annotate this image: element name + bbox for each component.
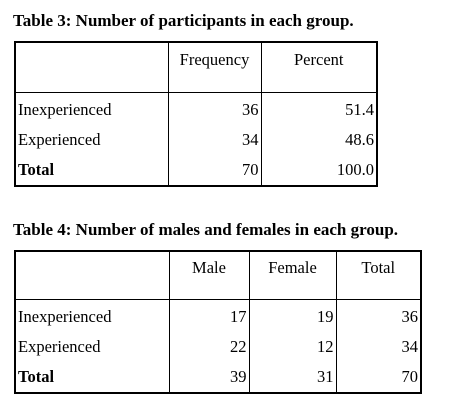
table-row-total: Total 39 31 70 bbox=[14, 362, 422, 394]
percent-cell: 48.6 bbox=[260, 125, 378, 155]
table-row-total: Total 70 100.0 bbox=[14, 155, 378, 187]
header-cell-male: Male bbox=[168, 250, 249, 300]
header-cell-empty bbox=[14, 41, 168, 93]
row-label-total: Total bbox=[14, 155, 168, 187]
row-label: Experienced bbox=[14, 332, 169, 362]
table-row: Inexperienced 17 19 36 bbox=[14, 299, 422, 332]
header-cell-female: Female bbox=[248, 250, 336, 300]
percent-cell: 100.0 bbox=[260, 155, 378, 187]
male-cell: 17 bbox=[168, 299, 249, 332]
row-label: Experienced bbox=[14, 125, 168, 155]
table-4-caption: Table 4: Number of males and females in … bbox=[13, 220, 399, 239]
male-cell: 39 bbox=[168, 362, 249, 394]
table-header-row: Male Female Total bbox=[14, 250, 422, 300]
total-cell: 70 bbox=[335, 362, 422, 394]
table-3-caption: Table 3: Number of participants in each … bbox=[13, 11, 354, 30]
row-label-total: Total bbox=[14, 362, 169, 394]
female-cell: 31 bbox=[248, 362, 336, 394]
frequency-cell: 70 bbox=[167, 155, 261, 187]
header-cell-percent: Percent bbox=[260, 41, 378, 93]
header-cell-total: Total bbox=[335, 250, 422, 300]
female-cell: 12 bbox=[248, 332, 336, 362]
row-label: Inexperienced bbox=[14, 92, 168, 125]
total-cell: 36 bbox=[335, 299, 422, 332]
table-row: Inexperienced 36 51.4 bbox=[14, 92, 378, 125]
female-cell: 19 bbox=[248, 299, 336, 332]
male-cell: 22 bbox=[168, 332, 249, 362]
table-row: Experienced 34 48.6 bbox=[14, 125, 378, 155]
header-cell-frequency: Frequency bbox=[167, 41, 261, 93]
row-label: Inexperienced bbox=[14, 299, 169, 332]
total-cell: 34 bbox=[335, 332, 422, 362]
participants-table: Frequency Percent Inexperienced 36 51.4 … bbox=[14, 41, 378, 187]
percent-cell: 51.4 bbox=[260, 92, 378, 125]
header-cell-empty bbox=[14, 250, 169, 300]
table-header-row: Frequency Percent bbox=[14, 41, 378, 93]
frequency-cell: 36 bbox=[167, 92, 261, 125]
table-row: Experienced 22 12 34 bbox=[14, 332, 422, 362]
frequency-cell: 34 bbox=[167, 125, 261, 155]
gender-table: Male Female Total Inexperienced 17 19 36… bbox=[14, 250, 422, 394]
